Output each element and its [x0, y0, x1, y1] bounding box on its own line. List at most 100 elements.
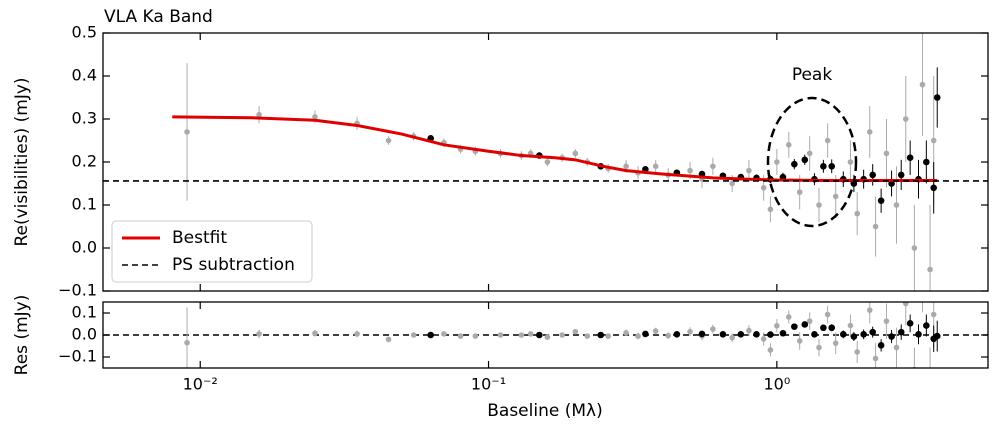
data-point — [737, 331, 745, 338]
data-point — [536, 331, 543, 339]
data-point — [927, 266, 933, 273]
data-point — [883, 318, 890, 324]
data-point — [767, 347, 774, 353]
data-point — [832, 340, 839, 346]
data-point — [933, 94, 941, 101]
data-point — [544, 334, 551, 341]
data-point — [816, 202, 822, 208]
data-point — [785, 142, 792, 148]
residual-frame — [102, 301, 989, 369]
data-point — [920, 283, 926, 289]
y-tick-label: 0.0 — [72, 238, 97, 257]
data-point — [774, 322, 780, 329]
data-point — [902, 116, 909, 122]
data-point — [779, 329, 787, 337]
data-point — [746, 167, 752, 174]
data-point — [544, 159, 551, 165]
data-point — [796, 189, 803, 195]
legend-label: PS subtraction — [172, 255, 295, 275]
data-point — [801, 156, 809, 164]
data-point — [893, 344, 900, 351]
data-point — [872, 355, 879, 362]
y-tick-label: 0.3 — [72, 109, 97, 128]
data-point — [832, 193, 839, 200]
data-point — [877, 342, 885, 349]
y-tick-label: 0.0 — [72, 325, 97, 344]
data-point — [869, 171, 876, 179]
data-point — [710, 326, 716, 332]
data-point — [385, 137, 392, 144]
data-point — [919, 81, 926, 88]
data-point — [906, 320, 914, 327]
data-point — [767, 206, 774, 213]
data-point — [687, 328, 693, 335]
data-point — [729, 180, 735, 187]
data-point — [877, 197, 885, 204]
x-tick-label: 10⁻² — [183, 375, 218, 394]
data-point — [184, 129, 190, 135]
data-point — [888, 333, 895, 340]
x-tick-label: 10⁰ — [763, 375, 790, 394]
data-point — [427, 331, 434, 339]
data-point — [791, 323, 798, 330]
data-point — [923, 158, 930, 166]
y-tick-label: 0.2 — [72, 152, 97, 171]
data-point — [497, 332, 504, 338]
data-point — [906, 154, 914, 161]
data-point — [623, 330, 629, 336]
data-point — [854, 349, 861, 355]
legend: Bestfit PS subtraction — [111, 220, 313, 283]
legend-box — [111, 220, 313, 283]
peak-ellipse — [766, 96, 858, 228]
data-point — [256, 111, 262, 118]
data-point — [354, 331, 360, 337]
y-tick-label: −0.1 — [58, 347, 97, 366]
data-point — [923, 322, 930, 329]
data-point — [572, 150, 579, 157]
data-point — [927, 378, 933, 384]
data-point — [760, 336, 767, 342]
data-point — [584, 333, 591, 339]
data-point — [824, 311, 831, 318]
data-point — [866, 307, 873, 313]
x-tick-label: 10⁻¹ — [471, 375, 506, 394]
data-point — [774, 159, 780, 165]
data-point — [791, 160, 798, 168]
data-point — [820, 163, 827, 170]
data-point — [597, 331, 605, 339]
data-point — [746, 327, 752, 334]
data-point — [897, 328, 905, 336]
data-point — [729, 334, 735, 341]
y-tick-label: 0.5 — [72, 23, 97, 42]
data-point — [472, 333, 479, 339]
data-point — [811, 331, 818, 338]
data-point — [642, 330, 649, 338]
data-point — [850, 333, 858, 340]
top-frame — [102, 32, 989, 292]
data-point — [911, 245, 918, 251]
data-point — [915, 331, 922, 338]
data-point — [820, 324, 827, 332]
data-point — [816, 344, 822, 351]
data-point — [256, 331, 262, 337]
data-point — [796, 338, 803, 344]
data-point — [753, 331, 760, 338]
data-point — [527, 331, 534, 337]
data-point — [518, 332, 525, 338]
y-tick-label: 0.1 — [72, 195, 97, 214]
data-point — [184, 339, 190, 346]
data-point — [652, 163, 659, 170]
data-point — [410, 332, 417, 338]
data-point — [698, 330, 706, 338]
data-point — [930, 137, 937, 144]
data-point — [635, 333, 641, 339]
data-point — [933, 332, 941, 340]
data-point — [605, 333, 611, 339]
x-axis-label: Baseline (Mλ) — [487, 401, 602, 421]
data-point — [854, 210, 861, 217]
axes: −0.1 0.0 0.1 0.2 0.3 0.4 0.5 −0.1 0.0 0.1 10⁻² 10⁻¹… — [58, 23, 988, 394]
data-point — [902, 302, 909, 307]
data-point — [673, 331, 681, 338]
data-point — [872, 223, 879, 230]
data-point — [806, 150, 813, 157]
